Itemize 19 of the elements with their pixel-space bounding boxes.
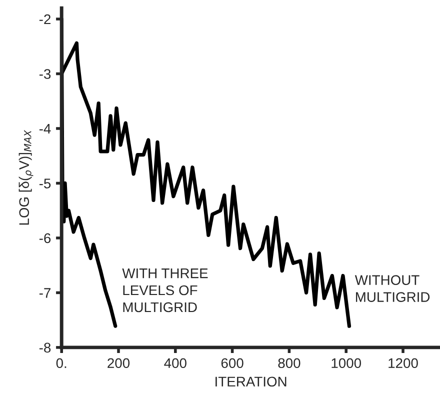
x-axis-title: ITERATION [216,376,286,387]
x-tick-label: 1000 [332,358,362,368]
x-tick-label: 400 [164,358,186,368]
y-tick-label: -2 [39,14,50,24]
y-tick-label: -4 [39,124,51,134]
x-tick-label: 200 [108,358,130,368]
annotation: WITHOUT MULTIGRID [354,275,430,302]
x-tick-label: 600 [221,358,244,368]
y-tick-label: -6 [39,233,51,244]
x-tick-label: 800 [278,358,300,368]
y-tick-label: -3 [39,69,51,79]
x-tick-label: 0. [56,358,66,368]
x-tick-label: 1200 [388,358,418,368]
y-axis-title: LOG [δ($_{ρ}$V)]$_{MAX}$ [18,130,34,225]
line-series [62,41,352,328]
y-tick-label: -5 [39,178,51,188]
y-tick-label: -7 [39,288,50,298]
annotation: WITH THREE LEVELS OF MULTIGRID [122,268,208,312]
y-tick-label: -8 [39,342,51,353]
